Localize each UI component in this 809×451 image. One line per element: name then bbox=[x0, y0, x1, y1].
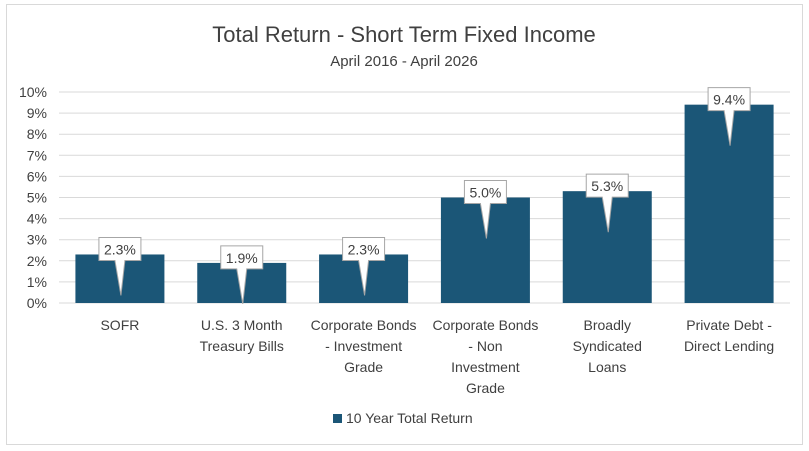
data-label-text: 5.3% bbox=[591, 178, 623, 194]
y-tick-label: 4% bbox=[27, 211, 47, 227]
x-tick-label-line: SOFR bbox=[100, 317, 139, 333]
x-tick-label-line: Loans bbox=[588, 359, 626, 375]
legend: 10 Year Total Return bbox=[333, 410, 473, 426]
y-axis-tick-labels: 0% 1% 2% 3% 4% 5% 6% 7% 8% 9% 10% bbox=[19, 84, 47, 311]
data-label-text: 2.3% bbox=[348, 241, 380, 257]
y-tick-label: 1% bbox=[27, 274, 47, 290]
chart-title: Total Return - Short Term Fixed Income bbox=[212, 22, 596, 47]
x-tick-label-line: Grade bbox=[466, 380, 505, 396]
y-tick-label: 0% bbox=[27, 295, 47, 311]
x-tick-label: Corporate Bonds - Investment Grade bbox=[311, 317, 417, 375]
data-label: 2.3% bbox=[98, 236, 142, 296]
chart-subtitle: April 2016 - April 2026 bbox=[330, 53, 478, 70]
x-axis-category-labels: SOFR U.S. 3 Month Treasury Bills Corporate … bbox=[100, 317, 774, 396]
x-tick-label-line: Treasury Bills bbox=[200, 338, 284, 354]
x-tick-label-line: Corporate Bonds bbox=[432, 317, 538, 333]
data-label-callout bbox=[463, 180, 507, 239]
data-label: 5.3% bbox=[585, 173, 629, 233]
chart-frame: Total Return - Short Term Fixed Income A… bbox=[6, 4, 803, 445]
y-tick-label: 9% bbox=[27, 105, 47, 121]
x-tick-label-line: - Non bbox=[468, 338, 502, 354]
legend-label: 10 Year Total Return bbox=[346, 410, 473, 426]
y-tick-label: 10% bbox=[19, 84, 47, 100]
x-tick-label-line: - Investment bbox=[325, 338, 402, 354]
x-tick-label-line: Investment bbox=[451, 359, 520, 375]
data-label: 5.0% bbox=[463, 180, 507, 239]
gridlines bbox=[59, 91, 790, 304]
x-tick-label: SOFR bbox=[100, 317, 139, 333]
data-label-callout bbox=[707, 87, 751, 146]
data-label-text: 1.9% bbox=[226, 250, 258, 266]
x-tick-label: Broadly Syndicated Loans bbox=[573, 317, 642, 375]
x-tick-label: Private Debt - Direct Lending bbox=[684, 317, 774, 354]
x-tick-label-line: Grade bbox=[344, 359, 383, 375]
y-tick-label: 6% bbox=[27, 168, 47, 184]
x-tick-label-line: Private Debt - bbox=[686, 317, 772, 333]
y-tick-label: 7% bbox=[27, 147, 47, 163]
x-tick-label-line: Direct Lending bbox=[684, 338, 774, 354]
legend-swatch bbox=[333, 414, 342, 423]
data-label-text: 5.0% bbox=[469, 185, 501, 201]
data-label-text: 2.3% bbox=[104, 241, 136, 257]
y-tick-label: 3% bbox=[27, 232, 47, 248]
x-tick-label: Corporate Bonds - Non Investment Grade bbox=[432, 317, 538, 396]
y-tick-label: 8% bbox=[27, 126, 47, 142]
data-label-callouts: 2.3% 1.9% 2.3% 5.0% 5.3% 9.4% bbox=[98, 87, 751, 304]
data-label: 2.3% bbox=[342, 236, 386, 296]
data-label-callout bbox=[98, 236, 142, 296]
x-tick-label: U.S. 3 Month Treasury Bills bbox=[200, 317, 284, 354]
data-label-callout bbox=[342, 236, 386, 296]
y-tick-label: 5% bbox=[27, 190, 47, 206]
x-tick-label-line: Corporate Bonds bbox=[311, 317, 417, 333]
x-tick-label-line: Broadly bbox=[584, 317, 631, 333]
data-label-text: 9.4% bbox=[713, 92, 745, 108]
x-tick-label-line: U.S. 3 Month bbox=[201, 317, 283, 333]
x-tick-label-line: Syndicated bbox=[573, 338, 642, 354]
data-label-callout bbox=[585, 173, 629, 233]
data-label: 9.4% bbox=[707, 87, 751, 146]
data-label: 1.9% bbox=[220, 245, 264, 304]
y-tick-label: 2% bbox=[27, 253, 47, 269]
data-label-callout bbox=[220, 245, 264, 304]
bar-chart: Total Return - Short Term Fixed Income A… bbox=[19, 22, 790, 426]
